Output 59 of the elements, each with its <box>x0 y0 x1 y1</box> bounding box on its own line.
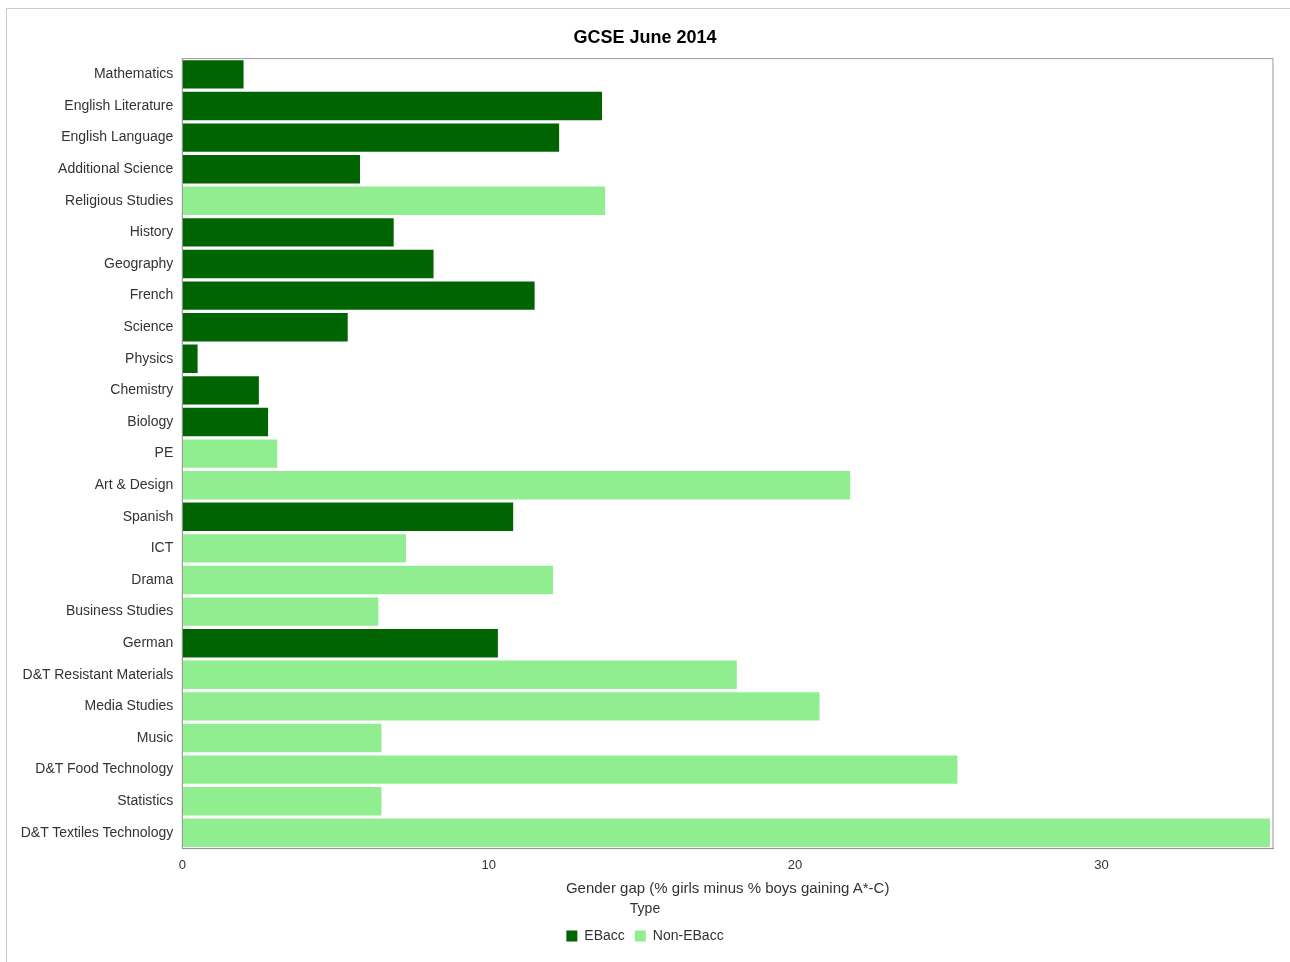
x-axis-title: Gender gap (% girls minus % boys gaining A*-C) <box>565 879 890 897</box>
y-tick-label: Biology <box>127 412 174 429</box>
bar <box>182 818 1270 848</box>
x-tick-label: 10 <box>481 856 496 872</box>
x-tick-label: 20 <box>787 856 803 872</box>
bar <box>182 312 348 342</box>
bar <box>182 723 382 753</box>
legend-label: Non-EBacc <box>652 926 724 943</box>
y-tick-label: French <box>129 286 174 303</box>
y-tick-label: Statistics <box>117 792 174 809</box>
bar <box>182 154 360 184</box>
bar <box>182 470 851 500</box>
bar <box>182 218 394 247</box>
y-tick-label: D&T Textiles Technology <box>20 823 174 840</box>
bar <box>182 597 379 626</box>
bar <box>182 565 554 595</box>
x-tick-label: 30 <box>1094 856 1109 872</box>
y-tick-label: D&T Resistant Materials <box>22 665 174 682</box>
y-tick-label: Drama <box>131 570 174 587</box>
y-tick-label: English Literature <box>64 96 174 113</box>
y-tick-label: Geography <box>104 254 174 271</box>
y-tick-label: Art & Design <box>94 476 174 493</box>
bar <box>182 439 278 468</box>
bar <box>182 249 434 279</box>
x-tick-label: 0 <box>178 856 186 872</box>
bar <box>182 786 382 816</box>
bar <box>182 60 244 89</box>
bar <box>182 344 198 374</box>
y-tick-label: Business Studies <box>65 602 174 619</box>
y-tick-label: History <box>129 223 174 240</box>
y-tick-label: Mathematics <box>93 65 174 82</box>
chart-title: GCSE June 2014 <box>573 26 717 47</box>
y-tick-label: Additional Science <box>58 160 174 177</box>
bar <box>182 407 269 437</box>
bar <box>182 281 535 310</box>
bar <box>182 660 737 690</box>
y-tick-label: Media Studies <box>84 697 174 714</box>
bar <box>182 628 498 658</box>
legend-title: Type <box>629 900 661 917</box>
bar <box>182 755 958 784</box>
y-tick-label: D&T Food Technology <box>35 760 174 777</box>
y-tick-label: Religious Studies <box>65 191 174 208</box>
bar <box>182 534 406 563</box>
legend-label: EBacc <box>584 926 625 943</box>
bar <box>182 123 560 152</box>
y-tick-label: PE <box>154 444 174 461</box>
y-tick-label: Music <box>136 728 174 745</box>
bar <box>182 186 606 216</box>
bar <box>182 376 259 405</box>
y-tick-label: Chemistry <box>110 381 174 398</box>
bar <box>182 91 603 121</box>
y-tick-label: English Language <box>61 128 174 145</box>
y-tick-label: Physics <box>125 349 174 366</box>
y-tick-label: Spanish <box>122 507 174 524</box>
y-tick-label: ICT <box>150 539 174 556</box>
y-tick-label: German <box>122 634 174 651</box>
y-tick-label: Science <box>123 318 174 335</box>
bar <box>182 692 820 721</box>
bar <box>182 502 514 532</box>
